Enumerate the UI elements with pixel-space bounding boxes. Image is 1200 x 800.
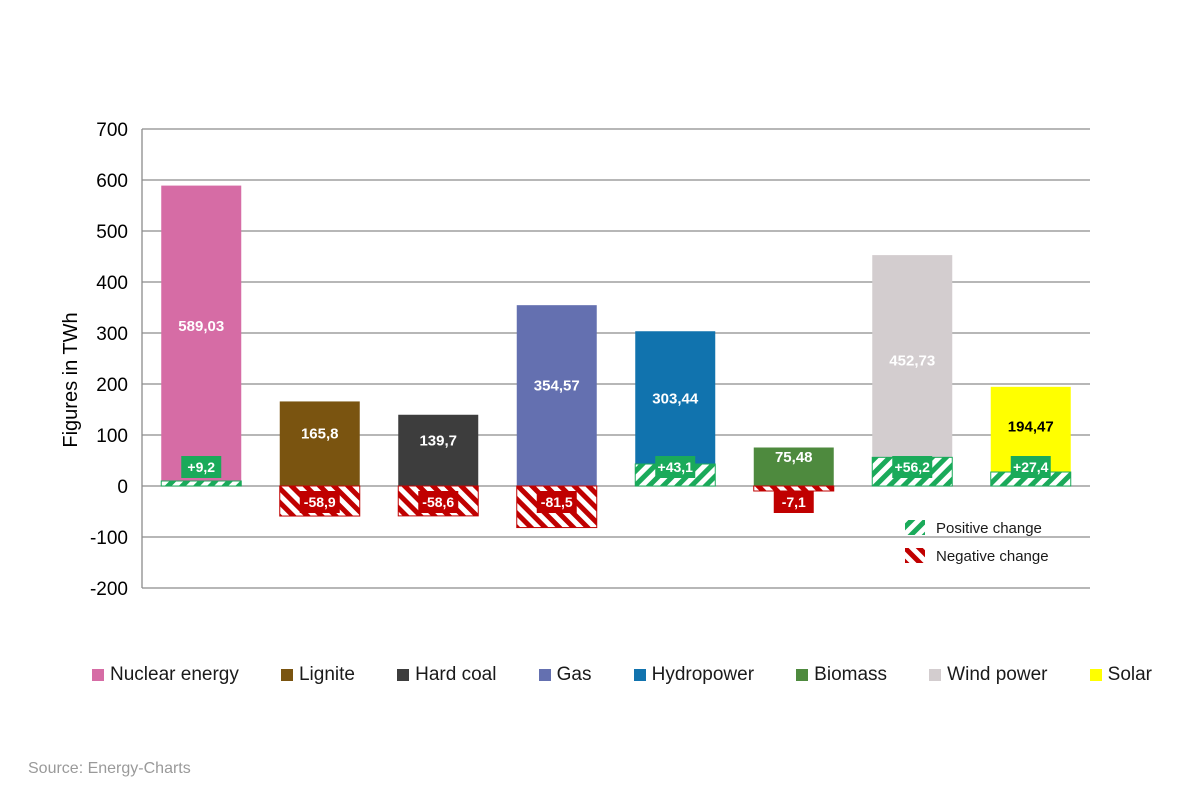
legend-item: Hydropower bbox=[633, 664, 755, 686]
legend-swatch bbox=[397, 669, 410, 681]
change-label-box bbox=[655, 456, 696, 478]
legend-label: Gas bbox=[556, 664, 592, 685]
change-label: -58,9 bbox=[304, 494, 336, 510]
change-label-box bbox=[299, 491, 340, 513]
change-legend-swatch bbox=[905, 520, 925, 535]
legend-label: Lignite bbox=[298, 664, 355, 685]
bar-value-label: 194,47 bbox=[1008, 418, 1054, 435]
legend-label: Biomass bbox=[814, 664, 888, 685]
legend-item: Gas bbox=[538, 664, 592, 686]
bar-value-label: 589,03 bbox=[178, 318, 224, 335]
change-bar bbox=[160, 480, 242, 487]
legend-item: Solar bbox=[1089, 664, 1152, 686]
change-bars: +9,2 -58,9 -58,6 -81,5 +43,1 -7,1 +56,2 +27,4 bbox=[160, 456, 1072, 529]
legend-item: Nuclear energy bbox=[92, 664, 239, 686]
change-label-box bbox=[418, 491, 459, 513]
bar bbox=[279, 401, 360, 486]
change-label: +9,2 bbox=[187, 459, 215, 475]
chart: 700 600 500 400 300 200 100 0 -100 -200 Figures i… bbox=[60, 120, 1090, 600]
legend-label: Hard coal bbox=[415, 664, 497, 685]
change-legend-label: Negative change bbox=[936, 548, 1049, 565]
change-label-box bbox=[1010, 456, 1051, 478]
change-legend: Positive change Negative change bbox=[905, 520, 1049, 565]
y-tick-label: 100 bbox=[96, 426, 128, 447]
legend-item: Wind power bbox=[929, 664, 1048, 686]
bar-value-label: 452,73 bbox=[889, 353, 935, 370]
change-label: -7,1 bbox=[782, 494, 806, 510]
bar-value-label: 354,57 bbox=[534, 378, 580, 395]
change-legend-label: Positive change bbox=[936, 520, 1042, 537]
change-label-box bbox=[181, 456, 222, 478]
bar bbox=[398, 414, 479, 486]
bar-value-label: 139,7 bbox=[419, 432, 457, 449]
bar-value-label: 165,8 bbox=[301, 426, 339, 443]
change-label-box bbox=[773, 491, 814, 513]
y-tick-label: -100 bbox=[90, 528, 128, 549]
legend-item: Lignite bbox=[280, 664, 355, 686]
change-label-box bbox=[536, 491, 577, 513]
legend-swatch bbox=[796, 669, 809, 681]
y-tick-label: -200 bbox=[90, 579, 128, 600]
bar bbox=[161, 185, 242, 486]
change-legend-swatch bbox=[905, 548, 925, 563]
source-note: Source: Energy-Charts bbox=[28, 760, 191, 777]
legend-swatch bbox=[538, 669, 551, 681]
change-label: -58,6 bbox=[422, 494, 454, 510]
legend-swatch bbox=[92, 669, 104, 681]
bar-value-label: 75,48 bbox=[775, 449, 813, 466]
legend-item: Hard coal bbox=[397, 664, 496, 686]
bar-value-label: 303,44 bbox=[652, 391, 699, 408]
y-tick-label: 700 bbox=[96, 120, 128, 141]
change-label: +56,2 bbox=[895, 459, 931, 475]
y-tick-label: 500 bbox=[96, 222, 128, 243]
legend-swatch bbox=[633, 669, 646, 681]
bar bbox=[872, 255, 953, 486]
y-tick-label: 400 bbox=[96, 273, 128, 294]
change-label: +27,4 bbox=[1013, 459, 1049, 475]
change-label-box bbox=[892, 456, 933, 478]
legend-item: Biomass bbox=[796, 664, 887, 686]
change-label: +43,1 bbox=[658, 459, 694, 475]
legend-swatch bbox=[1089, 669, 1102, 681]
bar bbox=[516, 305, 597, 486]
bar bbox=[753, 447, 834, 486]
y-axis-ticks: 700 600 500 400 300 200 100 0 -100 -200 bbox=[90, 120, 128, 600]
legend-swatch bbox=[280, 669, 293, 681]
change-label: -81,5 bbox=[541, 494, 573, 510]
y-tick-label: 600 bbox=[96, 171, 128, 192]
legend-label: Solar bbox=[1107, 664, 1152, 685]
legend-label: Nuclear energy bbox=[110, 664, 239, 685]
y-tick-label: 300 bbox=[96, 324, 128, 345]
y-tick-label: 0 bbox=[117, 477, 128, 498]
legend-label: Hydropower bbox=[651, 664, 755, 685]
legend-swatch bbox=[929, 669, 942, 681]
legend-label: Wind power bbox=[947, 664, 1048, 685]
change-bar bbox=[753, 485, 835, 492]
bars: 589,03 165,8 139,7 354,57 303,44 75,48 452,73 1… bbox=[161, 185, 1071, 486]
y-axis-label: Figures in TWh bbox=[60, 312, 82, 447]
y-tick-label: 200 bbox=[96, 375, 128, 396]
legend: Nuclear energy Lignite Hard coal Gas Hydropo… bbox=[92, 664, 1152, 686]
